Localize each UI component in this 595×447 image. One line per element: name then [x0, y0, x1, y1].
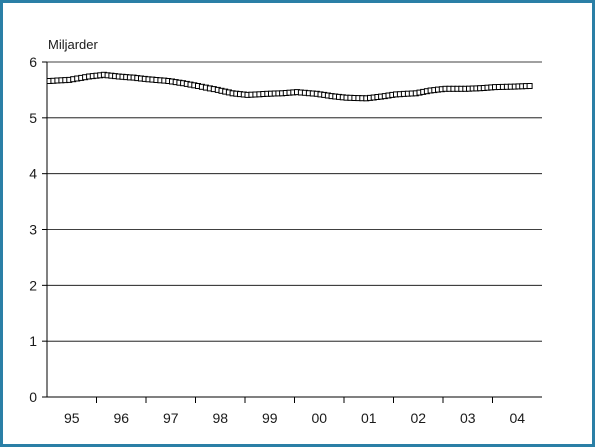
x-tick-label: 03	[460, 410, 476, 426]
x-tick-label: 02	[410, 410, 426, 426]
y-tick-label: 2	[29, 277, 37, 293]
y-tick-label: 4	[29, 166, 37, 182]
x-tick-label: 04	[509, 410, 525, 426]
x-tick-label: 01	[361, 410, 377, 426]
y-tick-label: 0	[29, 389, 37, 405]
y-tick-label: 6	[29, 54, 37, 70]
x-tick-label: 97	[163, 410, 179, 426]
x-tick-label: 96	[113, 410, 129, 426]
x-tick-label: 99	[262, 410, 278, 426]
y-unit-label: Miljarder	[48, 37, 99, 52]
grid-lines	[47, 61, 542, 342]
data-point-marker	[526, 83, 533, 89]
y-tick-label: 5	[29, 110, 37, 126]
y-tick-labels: 0 1 2 3 4 5 6	[29, 54, 47, 405]
x-tick-label: 98	[212, 410, 228, 426]
y-tick-label: 1	[29, 333, 37, 349]
x-tick-labels: 95 96 97 98 99 00 01 02 03 04	[64, 397, 525, 426]
x-tick-label: 00	[311, 410, 327, 426]
x-tick-label: 95	[64, 410, 80, 426]
y-tick-label: 3	[29, 222, 37, 238]
series-markers	[46, 71, 533, 102]
